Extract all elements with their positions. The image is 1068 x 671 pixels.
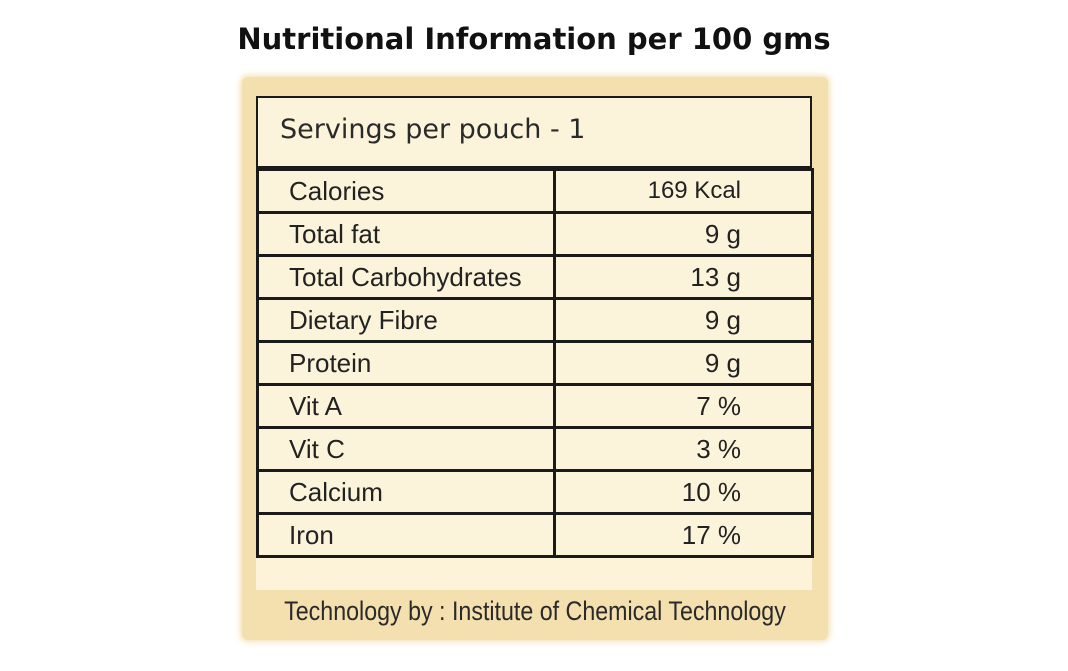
- nutrition-table: Calories 169 Kcal Total fat 9 g Total Ca…: [255, 168, 814, 558]
- nutrient-value: 17 %: [553, 512, 814, 558]
- nutrient-name: Vit C: [255, 426, 557, 472]
- nutrient-value: 13 g: [553, 254, 814, 300]
- nutrient-name: Total fat: [255, 211, 557, 257]
- nutrient-name: Iron: [255, 512, 557, 558]
- table-row: Total fat 9 g: [255, 211, 814, 257]
- nutrient-value: 9 g: [553, 211, 814, 257]
- nutrient-value: 9 g: [553, 340, 814, 386]
- table-row: Total Carbohydrates 13 g: [255, 254, 814, 300]
- table-row: Vit A 7 %: [255, 383, 814, 429]
- nutrient-name: Vit A: [255, 383, 557, 429]
- nutrient-name: Dietary Fibre: [255, 297, 557, 343]
- nutrient-name: Total Carbohydrates: [255, 254, 557, 300]
- servings-text: Servings per pouch - 1: [280, 114, 586, 145]
- nutrient-name: Protein: [255, 340, 557, 386]
- nutrient-value: 3 %: [553, 426, 814, 472]
- nutrient-value: 7 %: [553, 383, 814, 429]
- table-row: Iron 17 %: [255, 512, 814, 558]
- nutrient-value: 9 g: [553, 297, 814, 343]
- technology-credit: Technology by : Institute of Chemical Te…: [284, 596, 786, 626]
- nutrient-name: Calcium: [255, 469, 557, 515]
- table-row: Calories 169 Kcal: [255, 168, 814, 214]
- table-row: Calcium 10 %: [255, 469, 814, 515]
- servings-box: Servings per pouch - 1: [256, 96, 812, 168]
- nutrient-value: 10 %: [553, 469, 814, 515]
- nutrient-value: 169 Kcal: [553, 168, 814, 214]
- nutrient-name: Calories: [255, 168, 557, 214]
- table-row: Dietary Fibre 9 g: [255, 297, 814, 343]
- page-title: Nutritional Information per 100 gms: [237, 22, 831, 56]
- table-row: Protein 9 g: [255, 340, 814, 386]
- table-row: Vit C 3 %: [255, 426, 814, 472]
